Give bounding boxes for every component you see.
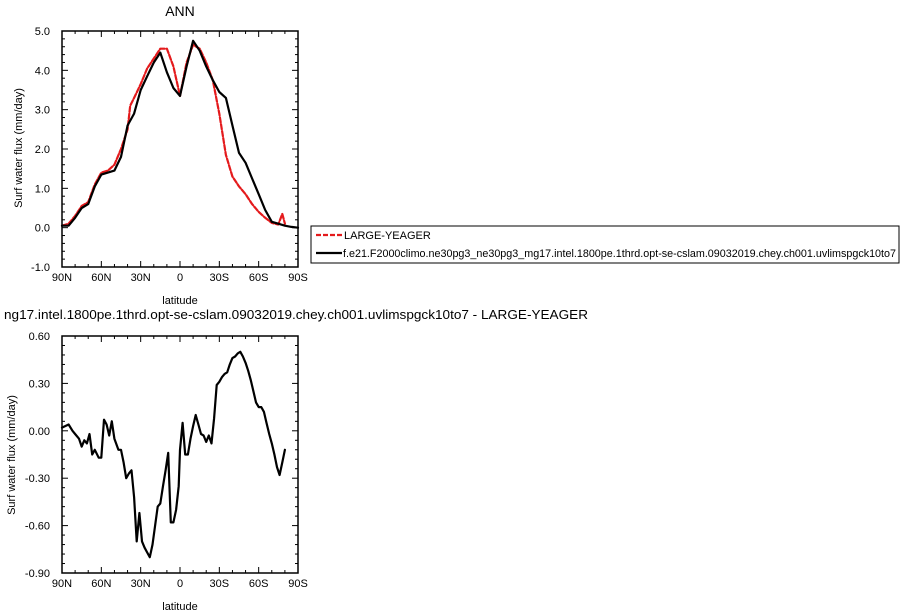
top-y-tick-label: 4.0: [35, 65, 50, 77]
top-series-line-1: [60, 39, 300, 229]
bottom-panel: ng17.intel.1800pe.1thrd.opt-se-cslam.090…: [4, 307, 588, 613]
bottom-chart-title: ng17.intel.1800pe.1thrd.opt-se-cslam.090…: [4, 307, 588, 322]
bottom-x-tick-label: 60S: [249, 578, 269, 590]
top-series-line-0: [60, 43, 286, 227]
top-x-tick-label: 30N: [131, 272, 151, 284]
top-x-tick-label: 90S: [288, 272, 308, 284]
top-y-tick-label: -1.0: [31, 262, 50, 274]
top-y-tick-label: 5.0: [35, 26, 50, 38]
bottom-y-tick-label: -0.90: [25, 568, 50, 580]
top-chart-title: ANN: [165, 3, 195, 19]
bottom-x-tick-label: 90S: [288, 578, 308, 590]
bottom-y-tick-label: 0.30: [29, 378, 50, 390]
top-panel: ANN Surf water flux (mm/day) latitude 90…: [13, 3, 308, 307]
bottom-x-tick-label: 30N: [131, 578, 151, 590]
top-x-tick-label: 90N: [52, 272, 72, 284]
top-y-tick-label: 2.0: [35, 144, 50, 156]
bottom-x-tick-label: 30S: [210, 578, 230, 590]
bottom-y-axis-label: Surf water flux (mm/day): [6, 395, 18, 515]
top-x-tick-label: 0: [177, 272, 183, 284]
top-y-axis-label: Surf water flux (mm/day): [13, 88, 25, 208]
bottom-x-tick-label: 0: [177, 578, 183, 590]
top-y-tick-label: 3.0: [35, 105, 50, 117]
bottom-plot-frame: [61, 335, 299, 574]
legend-entry-model: f.e21.F2000climo.ne30pg3_ne30pg3_mg17.in…: [343, 248, 896, 260]
top-plot-frame: [61, 30, 299, 268]
bottom-axis-ticks: 90N 60N 30N 0 30S 60S 90S -0.90 -0.60 -0.30 0.00 0.…: [25, 331, 308, 590]
top-x-tick-label: 30S: [210, 272, 230, 284]
top-x-axis-label: latitude: [162, 295, 197, 307]
bottom-y-tick-label: 0.00: [29, 426, 50, 438]
bottom-series-lines: [60, 350, 286, 559]
bottom-y-tick-label: 0.60: [29, 331, 50, 343]
legend: LARGE-YEAGER f.e21.F2000climo.ne30pg3_ne…: [310, 225, 900, 264]
top-y-tick-label: 0.0: [35, 223, 50, 235]
bottom-y-tick-label: -0.60: [25, 521, 50, 533]
legend-box: [310, 225, 900, 264]
bottom-y-tick-label: -0.30: [25, 473, 50, 485]
top-axis-ticks: 90N 60N 30N 0 30S 60S 90S -1.0 0.0 1.0 2.0 3.0 4.0 5.…: [31, 26, 308, 284]
bottom-x-axis-label: latitude: [162, 601, 197, 613]
top-x-tick-label: 60S: [249, 272, 269, 284]
top-x-tick-label: 60N: [91, 272, 111, 284]
legend-entry-large-yeager: LARGE-YEAGER: [344, 230, 431, 242]
bottom-x-tick-label: 90N: [52, 578, 72, 590]
top-series-lines: [60, 39, 300, 229]
bottom-x-tick-label: 60N: [91, 578, 111, 590]
top-y-tick-label: 1.0: [35, 183, 50, 195]
bottom-series-line-0: [60, 350, 286, 559]
